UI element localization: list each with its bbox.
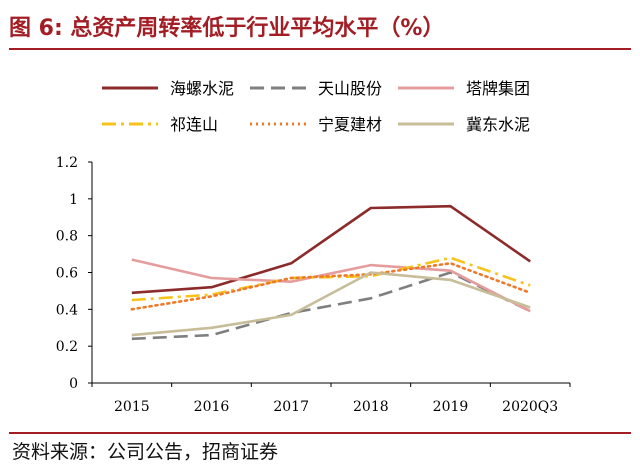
footer-divider [9, 432, 631, 434]
x-tick-label: 2019 [433, 399, 469, 415]
x-tick-label: 2016 [194, 399, 230, 415]
legend-label: 祁连山 [170, 115, 218, 134]
y-tick-label: 0.8 [56, 229, 78, 245]
series-line [131, 256, 531, 302]
y-tick-label: 1.2 [56, 155, 78, 171]
legend-label: 塔牌集团 [466, 79, 530, 98]
series-line [131, 271, 531, 341]
series-line [131, 258, 531, 313]
page-title: 图 6: 总资产周转率低于行业平均水平（%） [9, 16, 445, 41]
legend-label: 冀东水泥 [466, 115, 530, 134]
x-tick-label: 2017 [273, 399, 309, 415]
legend-label: 海螺水泥 [170, 79, 234, 98]
y-tick-label: 0.4 [56, 302, 78, 318]
y-tick-label: 0.6 [56, 266, 78, 282]
legend-label: 天山股份 [318, 79, 382, 98]
series-line [130, 261, 532, 311]
x-tick-label: 2015 [114, 399, 150, 415]
x-tick-label: 2018 [353, 399, 389, 415]
x-tick-label: 2020Q3 [502, 399, 558, 415]
y-tick-label: 0.2 [56, 339, 78, 355]
y-tick-label: 1 [69, 192, 78, 208]
source-note: 资料来源：公司公告，招商证券 [12, 441, 279, 463]
series-line [131, 271, 531, 337]
y-tick-label: 0 [69, 376, 78, 392]
title-divider [9, 48, 631, 50]
series-line [131, 204, 531, 295]
legend-label: 宁夏建材 [318, 115, 382, 134]
